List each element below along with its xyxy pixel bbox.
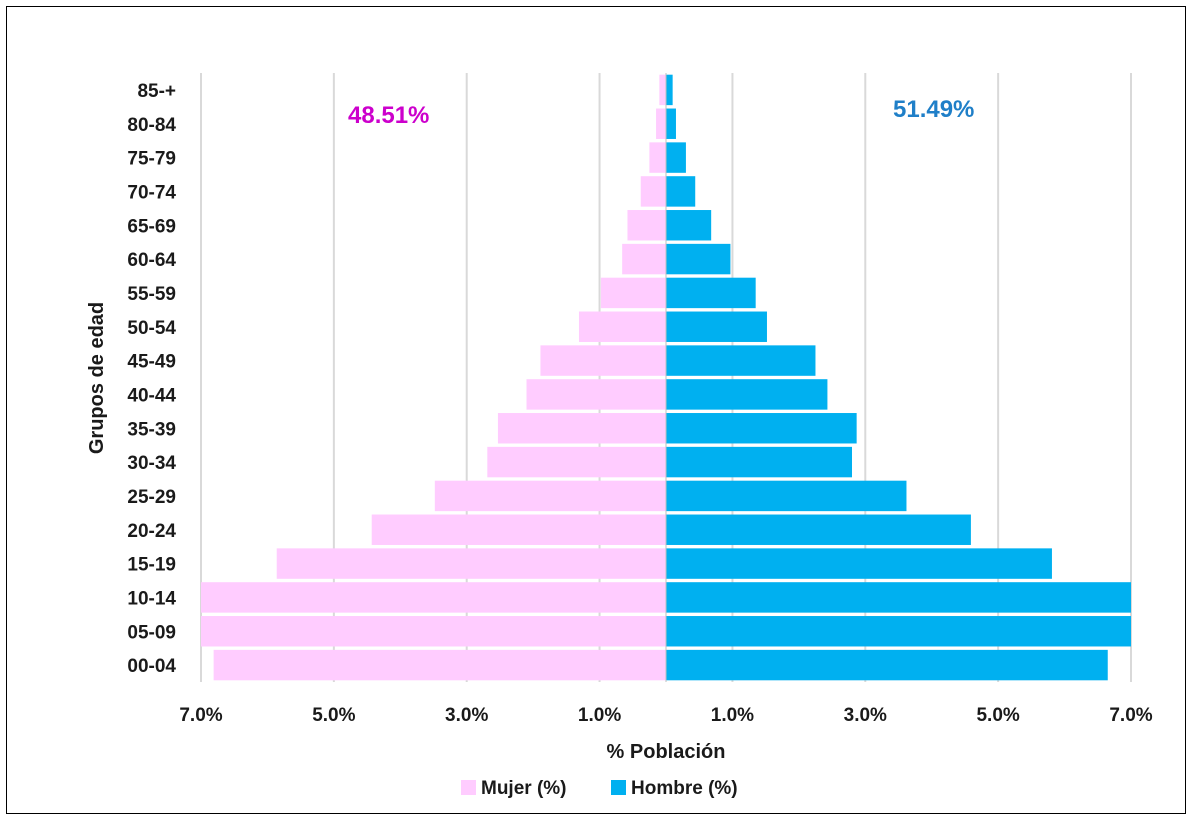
bar-mujer-60-64 (622, 243, 666, 275)
y-tick-label: 30-34 (127, 453, 176, 474)
y-tick-label: 80-84 (127, 115, 176, 136)
y-tick-label: 55-59 (127, 284, 176, 305)
x-tick-label: 1.0% (711, 705, 754, 726)
y-tick-label: 45-49 (127, 352, 176, 373)
bar-mujer-55-59 (600, 277, 666, 309)
bar-hombre-35-39 (666, 413, 857, 444)
bar-mujer-20-24 (371, 514, 666, 545)
male-total-annotation: 51.49% (893, 96, 974, 123)
y-tick-label: 10-14 (127, 588, 176, 609)
bar-mujer-05-09 (201, 616, 666, 647)
x-tick-label: 5.0% (312, 705, 355, 726)
x-axis-title: % Población (607, 741, 726, 763)
y-tick-label: 60-64 (127, 250, 176, 271)
female-total-annotation: 48.51% (348, 102, 429, 129)
x-tick-labels: 7.0% 5.0% 3.0% 1.0% 1.0% 3.0% 5.0% 7.0% (179, 705, 1152, 726)
x-tick-label: 3.0% (445, 705, 488, 726)
bar-hombre-00-04 (666, 649, 1108, 681)
y-tick-label: 50-54 (127, 318, 176, 339)
legend-swatch-hombre (611, 780, 626, 795)
y-tick-labels: 85-+ 80-84 75-79 70-74 65-69 60-64 55-59 50-54 4… (127, 81, 176, 677)
legend-label-mujer: Mujer (%) (481, 778, 567, 799)
bar-mujer-15-19 (276, 548, 666, 579)
bar-mujer-35-39 (497, 413, 666, 444)
y-tick-label: 85-+ (137, 81, 176, 102)
bar-mujer-75-79 (649, 142, 666, 173)
legend-swatch-mujer (461, 780, 476, 795)
x-tick-label: 3.0% (844, 705, 887, 726)
bar-mujer-65-69 (627, 210, 666, 241)
y-tick-label: 40-44 (127, 385, 176, 406)
bar-hombre-85-+ (666, 74, 673, 106)
x-tick-label: 7.0% (179, 705, 222, 726)
bar-hombre-05-09 (666, 616, 1131, 647)
y-tick-label: 75-79 (127, 149, 176, 170)
y-tick-label: 00-04 (127, 656, 176, 677)
x-tick-label: 7.0% (1109, 705, 1152, 726)
bars (201, 73, 1131, 682)
bar-mujer-10-14 (201, 582, 666, 613)
y-tick-label: 15-19 (127, 555, 176, 576)
y-tick-label: 25-29 (127, 487, 176, 508)
bar-mujer-45-49 (540, 345, 666, 376)
bar-hombre-50-54 (666, 311, 767, 342)
y-tick-label: 05-09 (127, 622, 176, 643)
bar-mujer-00-04 (213, 649, 666, 681)
bar-hombre-30-34 (666, 446, 852, 478)
bar-mujer-40-44 (526, 379, 666, 410)
bar-hombre-25-29 (666, 480, 907, 512)
bar-hombre-20-24 (666, 514, 971, 545)
gridlines (200, 73, 1132, 682)
bar-mujer-25-29 (434, 480, 666, 512)
bar-hombre-40-44 (666, 379, 828, 410)
bar-hombre-60-64 (666, 243, 731, 275)
x-tick-label: 1.0% (578, 705, 621, 726)
bar-mujer-70-74 (640, 176, 666, 207)
bar-hombre-70-74 (666, 176, 696, 207)
bar-hombre-80-84 (666, 108, 676, 139)
bar-hombre-65-69 (666, 210, 712, 241)
x-tick-label: 5.0% (976, 705, 1019, 726)
bar-hombre-45-49 (666, 345, 816, 376)
y-axis-title: Grupos de edad (86, 302, 108, 454)
legend-label-hombre: Hombre (%) (631, 778, 738, 799)
y-tick-label: 35-39 (127, 419, 176, 440)
bar-hombre-10-14 (666, 582, 1131, 613)
y-tick-label: 20-24 (127, 521, 176, 542)
bar-mujer-30-34 (487, 446, 666, 478)
y-tick-label: 70-74 (127, 182, 176, 203)
bar-hombre-75-79 (666, 142, 686, 173)
bar-hombre-15-19 (666, 548, 1052, 579)
bar-hombre-55-59 (666, 277, 756, 309)
bar-mujer-85-+ (659, 74, 666, 106)
y-tick-label: 65-69 (127, 216, 176, 237)
bar-mujer-50-54 (578, 311, 666, 342)
legend: Mujer (%) Hombre (%) (461, 778, 738, 799)
bar-mujer-80-84 (656, 108, 666, 139)
